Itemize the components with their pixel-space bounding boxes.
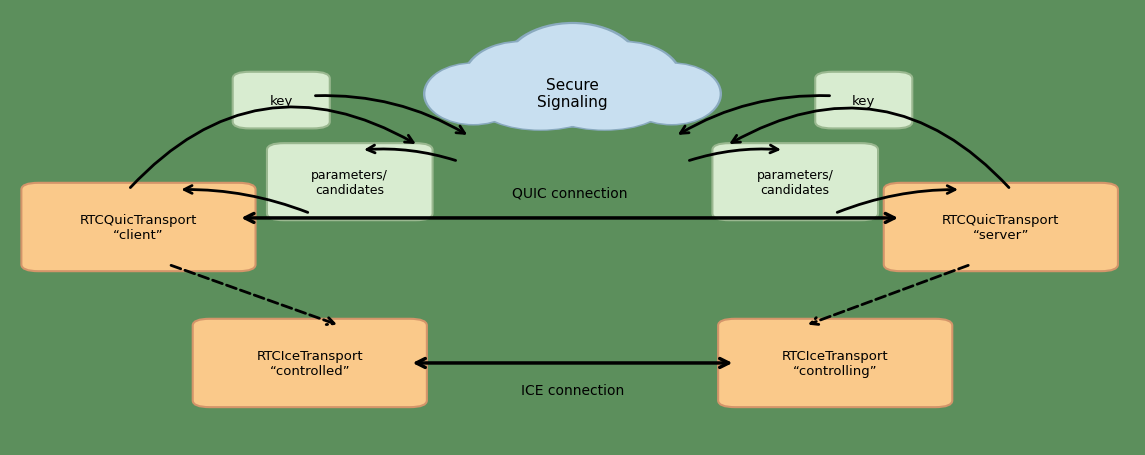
FancyBboxPatch shape <box>815 73 913 129</box>
Text: RTCIceTransport
“controlling”: RTCIceTransport “controlling” <box>782 349 889 377</box>
Ellipse shape <box>460 47 685 126</box>
Text: RTCQuicTransport
“client”: RTCQuicTransport “client” <box>80 213 197 242</box>
Ellipse shape <box>564 41 682 116</box>
Ellipse shape <box>505 25 640 112</box>
Ellipse shape <box>540 78 669 131</box>
FancyBboxPatch shape <box>712 144 878 221</box>
FancyBboxPatch shape <box>884 183 1118 272</box>
Text: RTCQuicTransport
“server”: RTCQuicTransport “server” <box>942 213 1059 242</box>
Text: parameters/
candidates: parameters/ candidates <box>757 168 834 196</box>
Ellipse shape <box>423 63 523 126</box>
Ellipse shape <box>622 63 722 126</box>
Text: QUIC connection: QUIC connection <box>512 187 627 200</box>
Text: RTCIceTransport
“controlled”: RTCIceTransport “controlled” <box>256 349 363 377</box>
Ellipse shape <box>463 41 581 116</box>
Ellipse shape <box>455 45 690 128</box>
Text: parameters/
candidates: parameters/ candidates <box>311 168 388 196</box>
Ellipse shape <box>624 65 719 125</box>
Ellipse shape <box>544 80 665 130</box>
Ellipse shape <box>476 78 605 131</box>
FancyBboxPatch shape <box>192 319 427 407</box>
Ellipse shape <box>502 23 643 114</box>
FancyBboxPatch shape <box>232 73 330 129</box>
Ellipse shape <box>426 65 521 125</box>
FancyBboxPatch shape <box>718 319 953 407</box>
Text: ICE connection: ICE connection <box>521 384 624 398</box>
FancyBboxPatch shape <box>267 144 433 221</box>
Ellipse shape <box>480 80 601 130</box>
Text: key: key <box>269 94 293 107</box>
FancyBboxPatch shape <box>22 183 255 272</box>
Ellipse shape <box>568 43 680 115</box>
Text: Secure
Signaling: Secure Signaling <box>537 78 608 110</box>
Ellipse shape <box>465 43 577 115</box>
Text: key: key <box>852 94 876 107</box>
